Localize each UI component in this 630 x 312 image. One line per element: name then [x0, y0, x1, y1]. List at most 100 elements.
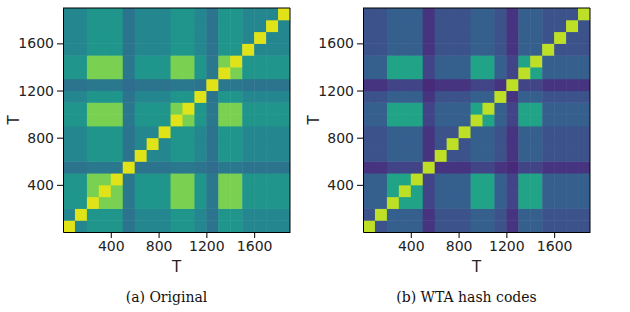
heat-cell	[578, 185, 590, 197]
heat-cell	[375, 67, 387, 79]
heat-cell	[363, 161, 375, 173]
heat-cell	[278, 197, 290, 209]
heat-cell	[411, 91, 423, 103]
heat-cell	[218, 8, 230, 20]
heat-cell	[518, 55, 530, 67]
heat-cell	[278, 55, 290, 67]
heat-cell	[578, 220, 590, 232]
heat-cell	[63, 114, 75, 126]
heat-cell	[171, 91, 183, 103]
heat-cell	[578, 20, 590, 32]
heat-cell	[218, 197, 230, 209]
tick: 1200	[189, 232, 225, 254]
heat-cell	[363, 114, 375, 126]
heat-cell	[254, 173, 266, 185]
heat-cell	[194, 43, 206, 55]
heat-cell	[123, 32, 135, 44]
heat-cell	[447, 138, 459, 150]
heat-cell	[111, 197, 123, 209]
heat-cell	[482, 55, 494, 67]
heat-cell	[87, 126, 99, 138]
heat-cell	[159, 114, 171, 126]
tick: 800	[27, 130, 63, 146]
heat-cell	[554, 79, 566, 91]
heat-cell	[447, 43, 459, 55]
heat-cell	[182, 126, 194, 138]
heat-cell	[375, 55, 387, 67]
heat-cell	[75, 161, 87, 173]
heat-cell	[494, 8, 506, 20]
heat-cell	[459, 43, 471, 55]
heat-cell	[218, 55, 230, 67]
heat-cell	[578, 173, 590, 185]
heat-cell	[363, 91, 375, 103]
heat-cell	[254, 114, 266, 126]
heat-cell	[542, 91, 554, 103]
heat-cell	[423, 161, 435, 173]
heat-cell	[278, 138, 290, 150]
heat-cell	[387, 126, 399, 138]
heat-cell	[423, 197, 435, 209]
heat-cell	[566, 55, 578, 67]
heat-cell	[506, 43, 518, 55]
heat-cell	[230, 91, 242, 103]
heat-cell	[218, 67, 230, 79]
heat-cell	[242, 20, 254, 32]
heat-cell	[506, 197, 518, 209]
heat-cell	[554, 102, 566, 114]
heat-cell	[375, 173, 387, 185]
heat-cell	[278, 32, 290, 44]
heat-cell	[218, 102, 230, 114]
heat-cell	[530, 185, 542, 197]
heat-cell	[254, 91, 266, 103]
heat-cell	[494, 208, 506, 220]
heat-cell	[554, 91, 566, 103]
heat-cell	[75, 197, 87, 209]
heat-cell	[194, 20, 206, 32]
heat-cell	[171, 114, 183, 126]
heat-cell	[182, 67, 194, 79]
heat-cell	[75, 43, 87, 55]
heat-cell	[242, 173, 254, 185]
heat-cell	[578, 149, 590, 161]
heat-cell	[135, 55, 147, 67]
heat-cell	[494, 220, 506, 232]
heat-cell	[375, 102, 387, 114]
heat-cell	[399, 220, 411, 232]
heat-cell	[171, 126, 183, 138]
heat-cell	[411, 220, 423, 232]
heat-cell	[159, 102, 171, 114]
heat-cell	[435, 8, 447, 20]
heat-cell	[87, 138, 99, 150]
heat-cell	[206, 20, 218, 32]
heat-cell	[459, 79, 471, 91]
heat-cell	[459, 138, 471, 150]
heat-cell	[447, 91, 459, 103]
heat-cell	[111, 20, 123, 32]
heat-cell	[135, 161, 147, 173]
cells	[363, 8, 590, 232]
heat-cell	[471, 185, 483, 197]
heat-cell	[123, 114, 135, 126]
heat-cell	[123, 173, 135, 185]
heat-cell	[459, 126, 471, 138]
heat-cell	[147, 114, 159, 126]
heat-cell	[87, 149, 99, 161]
heat-cell	[159, 67, 171, 79]
heat-cell	[399, 8, 411, 20]
heat-cell	[99, 208, 111, 220]
heat-cell	[254, 102, 266, 114]
heat-cell	[506, 138, 518, 150]
tick: 1600	[318, 35, 363, 51]
heat-cell	[399, 91, 411, 103]
heat-cell	[471, 197, 483, 209]
heat-cell	[99, 138, 111, 150]
heat-cell	[182, 43, 194, 55]
heat-cell	[242, 185, 254, 197]
heat-cell	[399, 43, 411, 55]
heat-cell	[506, 32, 518, 44]
heat-cell	[99, 43, 111, 55]
heat-cell	[566, 208, 578, 220]
heat-cell	[230, 149, 242, 161]
tick-label: 800	[446, 238, 473, 254]
